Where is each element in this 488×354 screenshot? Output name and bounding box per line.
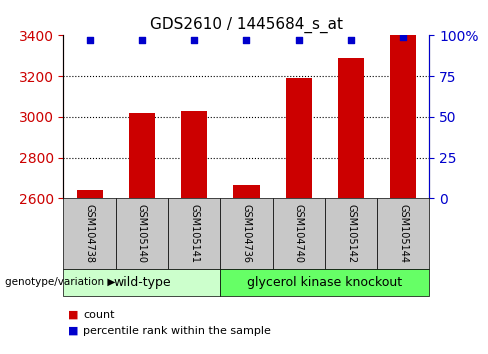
Text: genotype/variation ▶: genotype/variation ▶ bbox=[5, 277, 115, 287]
Bar bbox=[273, 198, 325, 269]
Text: ■: ■ bbox=[68, 326, 79, 336]
Text: GSM104740: GSM104740 bbox=[294, 204, 304, 263]
Text: GSM105142: GSM105142 bbox=[346, 204, 356, 263]
Point bbox=[138, 38, 146, 43]
Point bbox=[347, 38, 355, 43]
Text: ■: ■ bbox=[68, 310, 79, 320]
Bar bbox=[325, 198, 377, 269]
Bar bbox=[390, 35, 416, 198]
Bar bbox=[220, 269, 429, 296]
Bar bbox=[220, 198, 273, 269]
Text: glycerol kinase knockout: glycerol kinase knockout bbox=[247, 276, 403, 289]
Text: GSM104736: GSM104736 bbox=[242, 204, 251, 263]
Point bbox=[295, 38, 303, 43]
Bar bbox=[285, 78, 312, 198]
Point bbox=[190, 38, 198, 43]
Bar bbox=[63, 198, 116, 269]
Text: percentile rank within the sample: percentile rank within the sample bbox=[83, 326, 271, 336]
Text: GSM105140: GSM105140 bbox=[137, 204, 147, 263]
Text: GSM105141: GSM105141 bbox=[189, 204, 199, 263]
Point bbox=[399, 34, 407, 40]
Bar bbox=[181, 111, 207, 198]
Bar bbox=[168, 198, 220, 269]
Bar bbox=[338, 58, 364, 198]
Bar bbox=[129, 113, 155, 198]
Title: GDS2610 / 1445684_s_at: GDS2610 / 1445684_s_at bbox=[150, 16, 343, 33]
Text: GSM104738: GSM104738 bbox=[84, 204, 95, 263]
Bar bbox=[233, 185, 260, 198]
Point bbox=[86, 38, 94, 43]
Text: GSM105144: GSM105144 bbox=[398, 204, 408, 263]
Text: count: count bbox=[83, 310, 115, 320]
Bar bbox=[77, 190, 102, 198]
Text: wild-type: wild-type bbox=[113, 276, 171, 289]
Point bbox=[243, 38, 250, 43]
Bar bbox=[377, 198, 429, 269]
Bar bbox=[63, 269, 220, 296]
Bar bbox=[116, 198, 168, 269]
